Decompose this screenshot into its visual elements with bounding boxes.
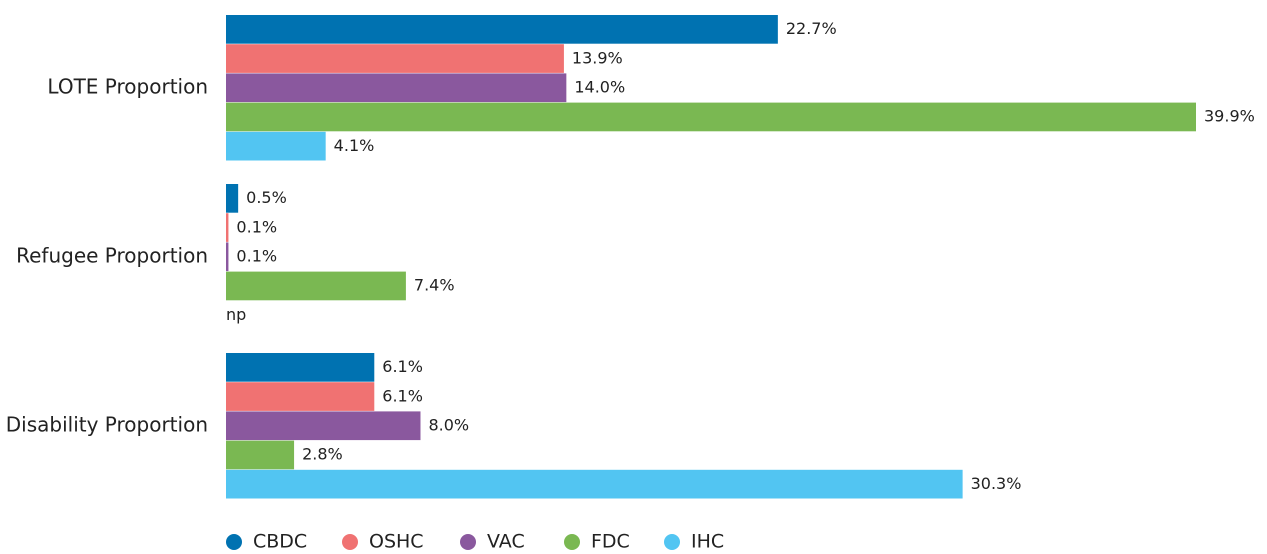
value-label: 2.8% (302, 445, 343, 464)
legend-marker (342, 534, 358, 550)
category-label: Refugee Proportion (16, 244, 208, 268)
bar (226, 15, 778, 44)
bar (226, 73, 567, 103)
category-label: Disability Proportion (6, 413, 208, 437)
bar (226, 411, 421, 441)
value-label: 13.9% (572, 48, 623, 67)
legend-marker (460, 534, 476, 550)
value-label: 4.1% (334, 136, 375, 155)
bar (226, 353, 375, 382)
bar (226, 131, 326, 161)
legend-label: OSHC (369, 531, 424, 553)
bar (226, 440, 295, 470)
legend-label: CBDC (253, 531, 307, 553)
bar (226, 271, 406, 301)
legend-marker (664, 534, 680, 550)
value-label: 0.1% (236, 247, 277, 266)
legend-label: FDC (591, 531, 630, 553)
bar (226, 382, 375, 411)
value-label: 8.0% (428, 416, 469, 435)
bar (226, 213, 229, 242)
bar (226, 184, 239, 213)
value-label: 0.1% (236, 217, 277, 236)
value-label: 14.0% (574, 78, 625, 97)
legend-label: VAC (487, 531, 525, 553)
bar (226, 44, 564, 73)
bar (226, 469, 963, 499)
legend-label: IHC (691, 531, 724, 553)
legend-marker (226, 534, 242, 550)
value-label: 6.1% (382, 386, 423, 405)
value-label: 7.4% (414, 276, 455, 295)
category-label: LOTE Proportion (47, 75, 208, 99)
legend-marker (564, 534, 580, 550)
bar (226, 242, 229, 272)
value-label: 22.7% (786, 19, 837, 38)
value-label: 6.1% (382, 357, 423, 376)
value-label: 30.3% (971, 474, 1022, 493)
bar (226, 102, 1196, 132)
value-label: 0.5% (246, 188, 287, 207)
value-label: np (226, 305, 246, 324)
value-label: 39.9% (1204, 107, 1255, 126)
